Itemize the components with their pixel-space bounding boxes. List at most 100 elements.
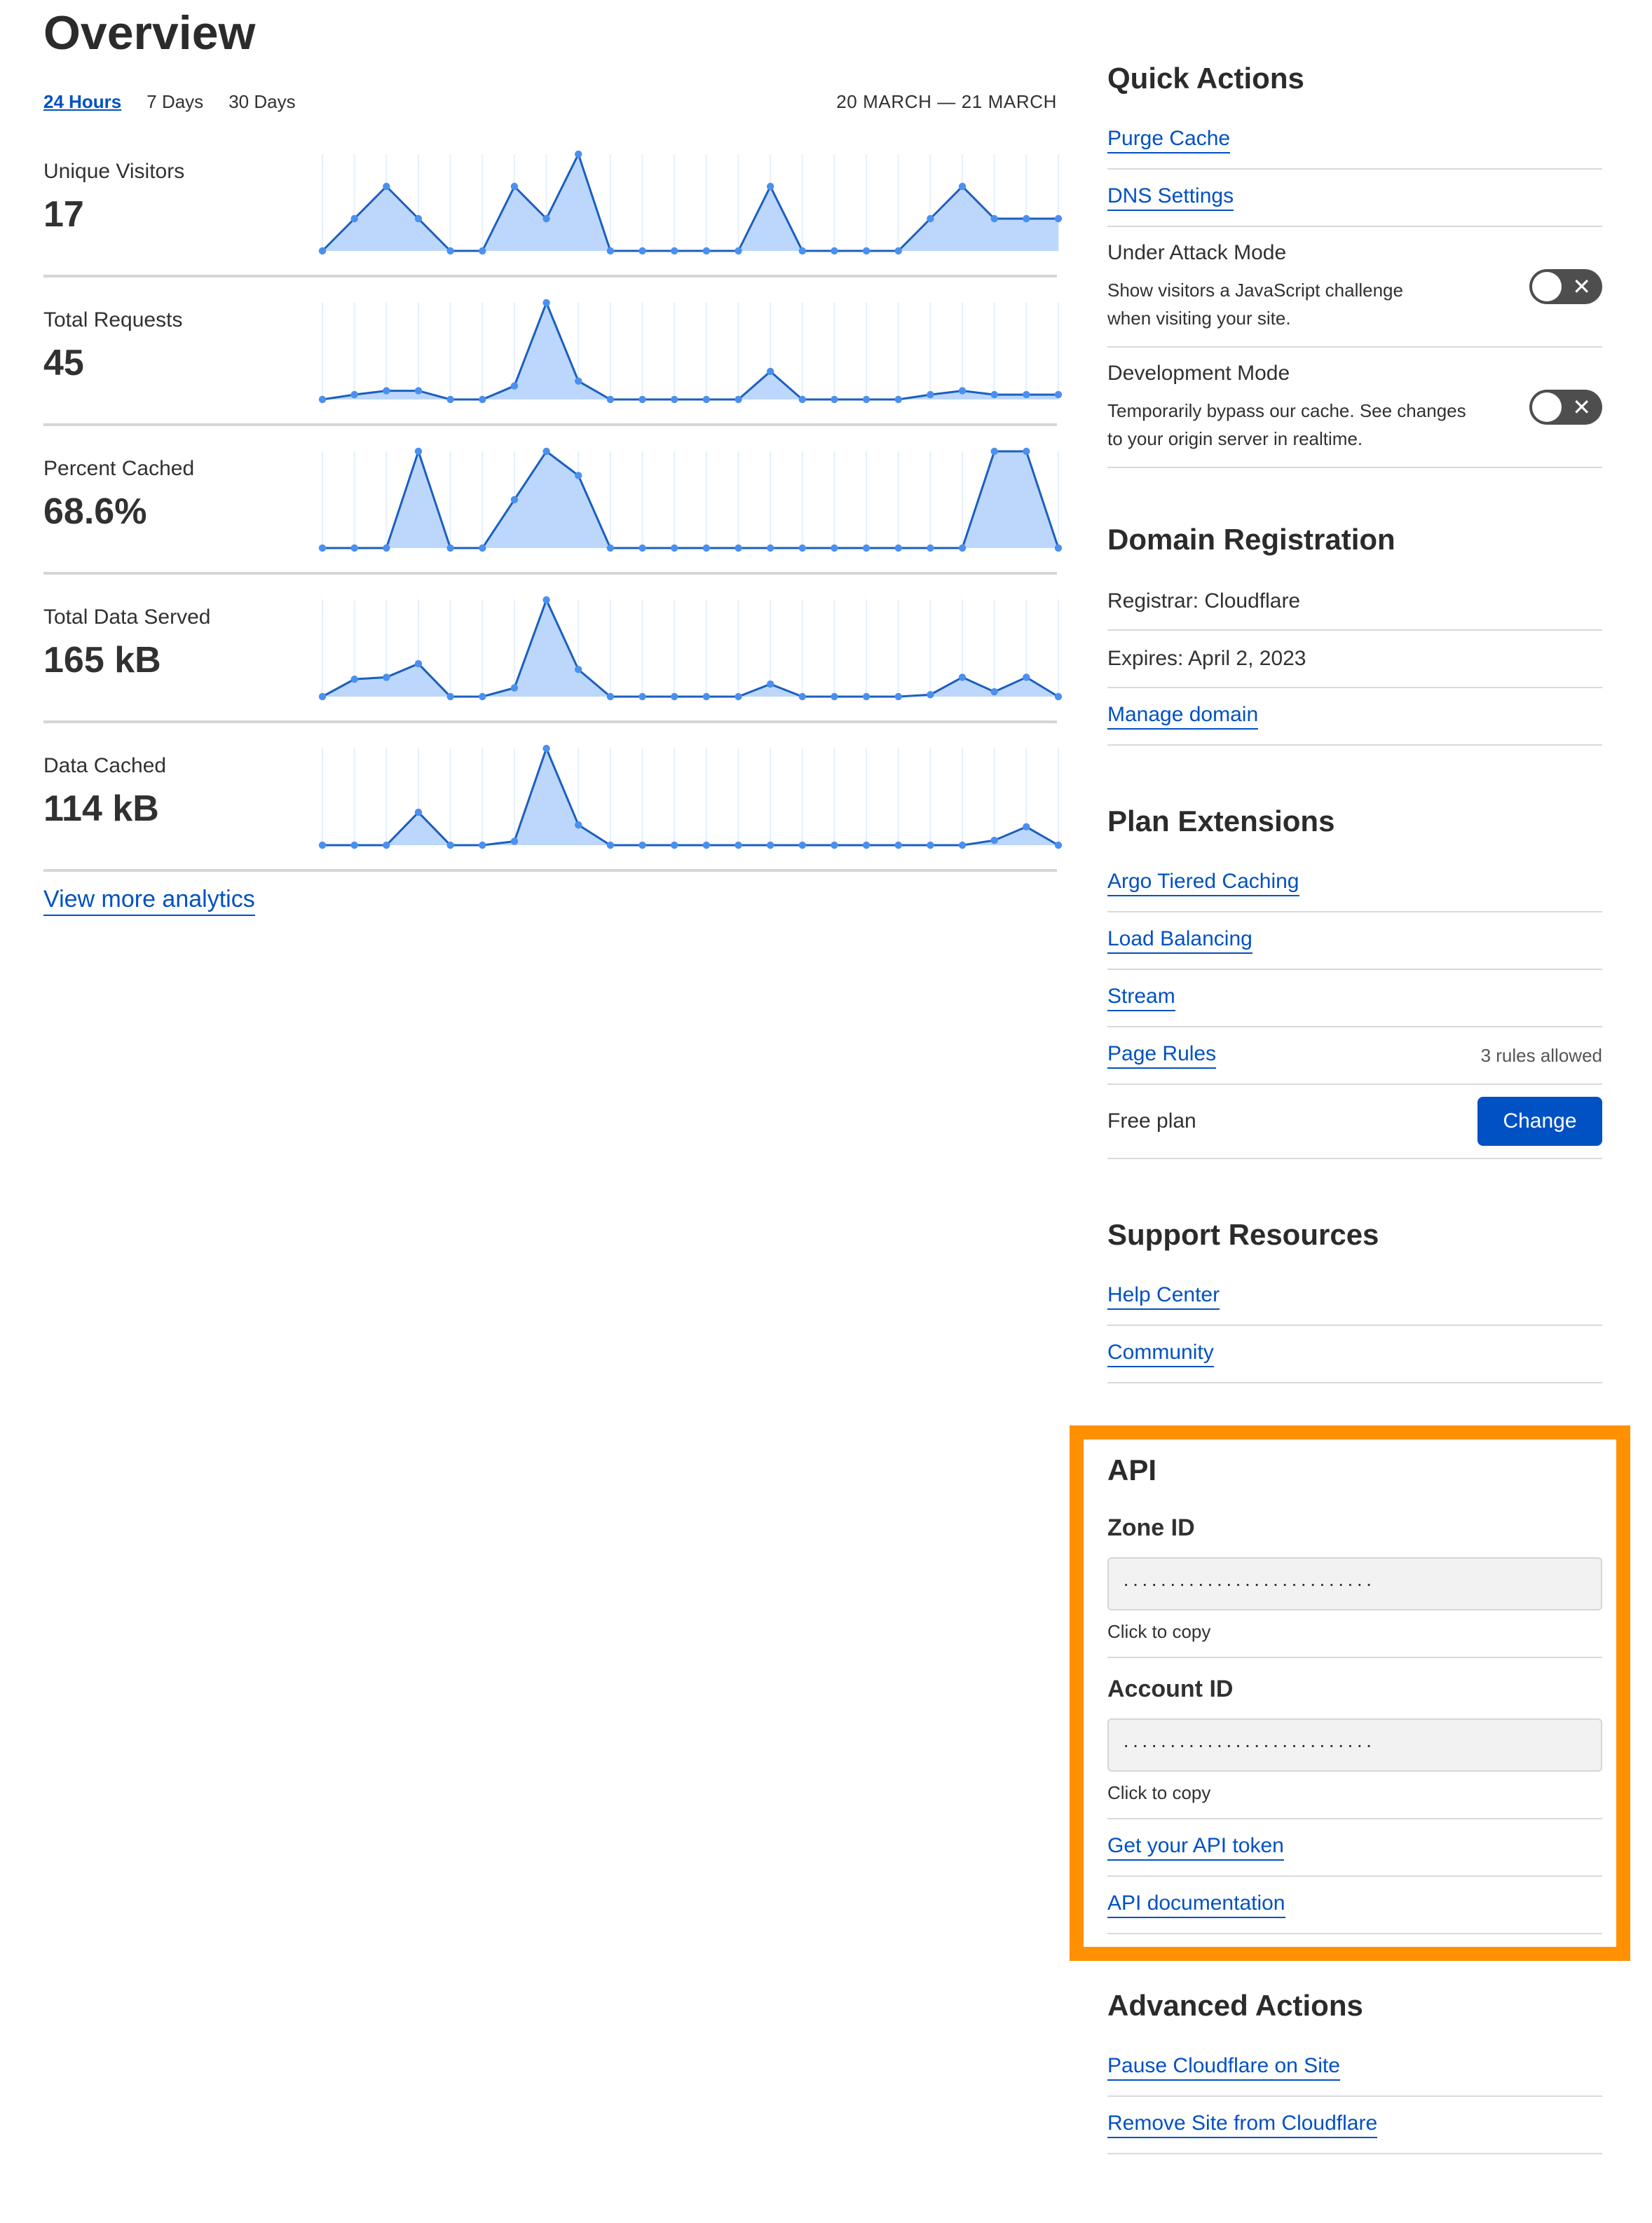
get-api-token-link[interactable]: Get your API token — [1107, 1834, 1284, 1861]
data-point[interactable] — [383, 673, 390, 681]
data-point[interactable] — [383, 182, 390, 191]
data-point[interactable] — [927, 544, 934, 552]
data-point[interactable] — [479, 247, 486, 255]
data-point[interactable] — [831, 544, 838, 552]
data-point[interactable] — [383, 544, 390, 552]
change-plan-button[interactable]: Change — [1477, 1097, 1602, 1146]
data-point[interactable] — [510, 182, 519, 191]
data-point[interactable] — [735, 395, 742, 404]
data-point[interactable] — [670, 544, 678, 552]
dns-settings-link[interactable]: DNS Settings — [1107, 184, 1234, 211]
data-point[interactable] — [350, 390, 358, 399]
data-point[interactable] — [894, 247, 902, 255]
tab-7-days[interactable]: 7 Days — [146, 91, 204, 112]
pause-cloudflare-link[interactable]: Pause Cloudflare on Site — [1107, 2054, 1340, 2081]
data-point[interactable] — [446, 247, 454, 255]
data-point[interactable] — [446, 395, 454, 404]
data-point[interactable] — [446, 841, 454, 849]
data-point[interactable] — [350, 675, 358, 683]
data-point[interactable] — [1054, 390, 1063, 399]
data-point[interactable] — [318, 841, 327, 849]
data-point[interactable] — [414, 214, 423, 223]
data-point[interactable] — [542, 596, 550, 604]
data-point[interactable] — [542, 299, 550, 307]
data-point[interactable] — [510, 837, 519, 845]
data-point[interactable] — [766, 367, 774, 376]
data-point[interactable] — [575, 472, 582, 479]
data-point[interactable] — [670, 692, 678, 701]
data-point[interactable] — [862, 544, 871, 552]
data-point[interactable] — [542, 744, 550, 753]
data-point[interactable] — [383, 387, 390, 395]
data-point[interactable] — [318, 544, 327, 552]
data-point[interactable] — [1054, 841, 1063, 849]
data-point[interactable] — [702, 247, 711, 255]
view-more-analytics-link[interactable]: View more analytics — [43, 886, 255, 916]
data-point[interactable] — [606, 841, 615, 849]
data-point[interactable] — [575, 666, 582, 673]
data-point[interactable] — [1023, 214, 1030, 223]
data-point[interactable] — [766, 841, 774, 849]
data-point[interactable] — [990, 447, 998, 456]
data-point[interactable] — [798, 395, 806, 404]
data-point[interactable] — [702, 692, 711, 701]
data-point[interactable] — [606, 395, 615, 404]
data-point[interactable] — [414, 447, 423, 456]
data-point[interactable] — [798, 544, 806, 552]
development-mode-toggle[interactable]: ✕ — [1529, 390, 1602, 425]
data-point[interactable] — [862, 247, 871, 255]
data-point[interactable] — [479, 395, 486, 404]
data-point[interactable] — [894, 841, 902, 849]
community-link[interactable]: Community — [1107, 1341, 1214, 1367]
manage-domain-link[interactable]: Manage domain — [1107, 703, 1259, 730]
data-point[interactable] — [1023, 823, 1030, 830]
data-point[interactable] — [670, 395, 678, 404]
data-point[interactable] — [575, 377, 582, 385]
argo-link[interactable]: Argo Tiered Caching — [1107, 870, 1299, 896]
data-point[interactable] — [479, 544, 486, 552]
under-attack-mode-toggle[interactable]: ✕ — [1529, 269, 1602, 304]
data-point[interactable] — [990, 390, 998, 399]
data-point[interactable] — [639, 841, 646, 849]
data-point[interactable] — [735, 841, 742, 849]
data-point[interactable] — [639, 247, 646, 255]
data-point[interactable] — [510, 382, 519, 390]
data-point[interactable] — [318, 395, 327, 404]
data-point[interactable] — [958, 544, 967, 552]
data-point[interactable] — [894, 692, 902, 701]
data-point[interactable] — [510, 684, 519, 692]
data-point[interactable] — [862, 841, 871, 849]
data-point[interactable] — [958, 841, 967, 849]
data-point[interactable] — [766, 544, 774, 552]
data-point[interactable] — [958, 182, 967, 191]
data-point[interactable] — [958, 673, 967, 681]
data-point[interactable] — [510, 495, 519, 504]
data-point[interactable] — [927, 691, 934, 699]
data-point[interactable] — [670, 841, 678, 849]
data-point[interactable] — [831, 692, 838, 701]
data-point[interactable] — [1054, 214, 1063, 223]
data-point[interactable] — [479, 841, 486, 849]
page-rules-link[interactable]: Page Rules — [1107, 1042, 1217, 1069]
data-point[interactable] — [990, 214, 998, 223]
data-point[interactable] — [735, 247, 742, 255]
data-point[interactable] — [1054, 692, 1063, 701]
data-point[interactable] — [350, 841, 358, 849]
data-point[interactable] — [862, 692, 871, 701]
data-point[interactable] — [446, 544, 454, 552]
data-point[interactable] — [766, 182, 774, 191]
data-point[interactable] — [735, 544, 742, 552]
zone-id-field[interactable]: ··························· — [1107, 1557, 1602, 1610]
data-point[interactable] — [350, 214, 358, 223]
data-point[interactable] — [575, 150, 582, 158]
data-point[interactable] — [798, 841, 806, 849]
tab-24-hours[interactable]: 24 Hours — [43, 91, 122, 112]
data-point[interactable] — [318, 247, 327, 255]
account-id-field[interactable]: ··························· — [1107, 1718, 1602, 1772]
data-point[interactable] — [831, 395, 838, 404]
data-point[interactable] — [702, 544, 711, 552]
data-point[interactable] — [414, 387, 423, 395]
data-point[interactable] — [702, 395, 711, 404]
help-center-link[interactable]: Help Center — [1107, 1283, 1220, 1310]
data-point[interactable] — [606, 544, 615, 552]
